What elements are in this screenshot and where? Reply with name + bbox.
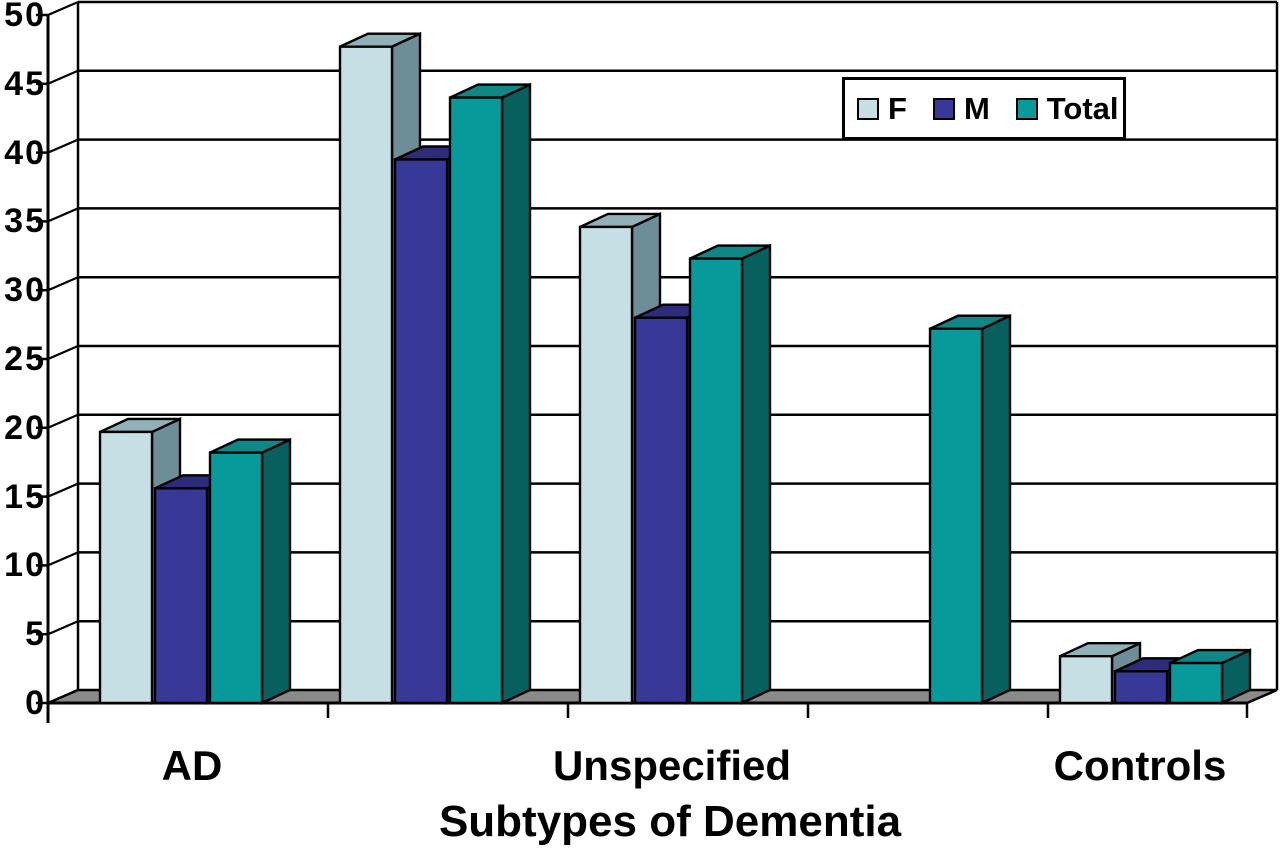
legend-item-m: M: [932, 91, 990, 126]
x-tick-label-controls: Controls: [1053, 742, 1227, 789]
y-tick-label-45: 45: [4, 64, 46, 103]
x-tick-label-ad: AD: [161, 742, 223, 789]
y-tick-label-20: 20: [4, 408, 46, 447]
wall-connector: [47, 0, 79, 17]
legend-item-f: F: [857, 93, 907, 124]
bar-f-group2: [338, 45, 394, 705]
legend: F M Total: [842, 77, 1126, 140]
wall-connector: [47, 207, 79, 223]
legend-label-total: Total: [1046, 91, 1119, 126]
legend-item-total: Total: [1015, 91, 1119, 126]
wall-connector: [47, 551, 79, 567]
bar-total-group1-side: [260, 437, 292, 705]
bar-total-group5: [1168, 661, 1224, 705]
wall-connector: [47, 482, 79, 498]
wall-connector: [47, 413, 79, 429]
y-tick-label-15: 15: [4, 477, 46, 516]
bar-f-group1: [98, 430, 154, 705]
bar-total-group4: [928, 327, 984, 705]
wall-connector: [47, 276, 79, 292]
bar-m-group2: [393, 158, 449, 705]
legend-label-f: F: [888, 91, 907, 126]
wall-connector: [47, 69, 79, 85]
bar-m-group1: [153, 487, 209, 705]
x-tick-label-unspecified: Unspecified: [552, 742, 792, 789]
y-tick-label-10: 10: [4, 546, 46, 585]
bar-total-group2: [448, 96, 504, 705]
bar-total-group3-side: [740, 243, 772, 705]
bar-f-group5: [1058, 655, 1114, 705]
wall-connector: [47, 344, 79, 361]
y-tick-label-35: 35: [4, 202, 46, 241]
legend-swatch-m-icon: [932, 97, 955, 120]
y-tick-label-50: 50: [4, 0, 46, 34]
y-tick-label-5: 5: [25, 615, 46, 654]
wall-connector: [47, 620, 79, 636]
x-axis-title: Subtypes of Dementia: [438, 797, 902, 846]
y-tick-label-25: 25: [4, 340, 46, 378]
y-tick-label-40: 40: [4, 133, 46, 172]
wall-connector: [47, 138, 79, 154]
y-tick-label-0: 0: [25, 684, 46, 722]
y-tick-label-30: 30: [4, 271, 46, 310]
bar-total-group4-side: [980, 313, 1012, 705]
bar-m-group3: [633, 316, 689, 705]
bar-total-group3: [688, 257, 744, 705]
legend-swatch-f-icon: [857, 97, 879, 120]
legend-label-m: M: [963, 91, 990, 126]
bar-total-group1: [208, 451, 264, 705]
legend-swatch-total-icon: [1015, 97, 1038, 120]
bar-total-group2-side: [500, 82, 532, 705]
bar-m-group5: [1113, 670, 1169, 705]
bar-f-group3: [578, 225, 634, 705]
